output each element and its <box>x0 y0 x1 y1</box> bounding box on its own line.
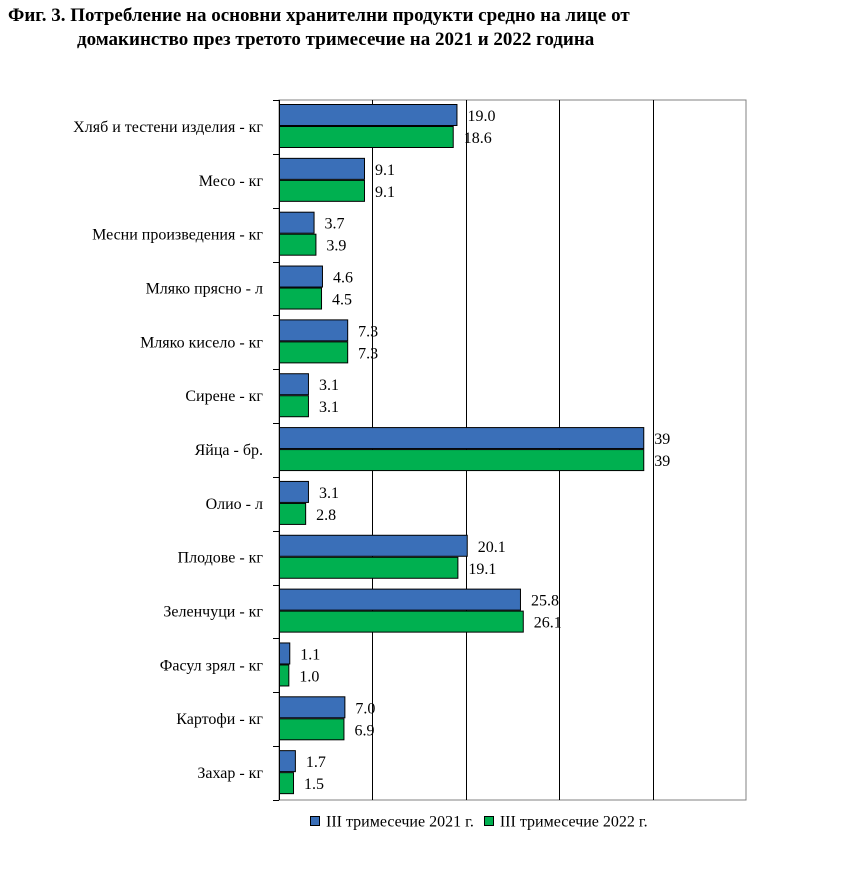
bar-2021-10 <box>279 642 291 665</box>
category-label: Хляб и тестени изделия - кг <box>73 119 263 136</box>
bar-2022-0 <box>279 126 454 148</box>
data-label-2022-4: 7.3 <box>358 345 378 362</box>
bar-2021-4 <box>279 319 349 342</box>
bar-2021-7 <box>279 480 309 503</box>
legend-item-2021: III тримесечие 2021 г. <box>310 812 474 832</box>
data-label-2021-12: 1.7 <box>306 754 326 771</box>
category-label: Сирене - кг <box>185 388 263 405</box>
data-label-2022-3: 4.5 <box>332 292 352 309</box>
chart-title-line-2: домакинство през третото тримесечие на 2… <box>77 29 595 50</box>
category-label: Захар - кг <box>197 765 263 782</box>
category-label: Олио - л <box>206 496 263 513</box>
category-label: Мляко кисело - кг <box>140 334 263 351</box>
bar-2022-9 <box>279 610 524 633</box>
category-label: Яйца - бр. <box>195 442 263 459</box>
data-label-2021-0: 19.0 <box>467 108 495 125</box>
legend-swatch-2022 <box>483 816 494 827</box>
bar-2021-9 <box>279 588 521 611</box>
bar-2022-5 <box>279 395 309 418</box>
axes <box>273 100 280 801</box>
data-label-2022-1: 9.1 <box>375 184 395 201</box>
legend-item-2022: III тримесечие 2022 г. <box>483 812 648 832</box>
bar-2022-7 <box>279 502 307 525</box>
bar-2022-1 <box>279 179 365 202</box>
data-label-2022-8: 19.1 <box>468 561 496 578</box>
data-label-2022-6: 39 <box>654 453 670 470</box>
legend-swatch-2021 <box>310 816 320 827</box>
bar-2022-6 <box>279 449 645 472</box>
bar-2021-0 <box>279 104 458 126</box>
data-label-2022-11: 6.9 <box>354 722 374 739</box>
legend-label-2021: III тримесечие 2021 г. <box>326 813 474 831</box>
category-label: Фасул зрял - кг <box>160 657 264 674</box>
bar-2021-11 <box>279 696 346 719</box>
category-labels: Хляб и тестени изделия - кг Месо - кг Месн… <box>73 119 263 782</box>
data-labels: 19.0 18.6 9.1 9.1 3.7 3.9 4.6 4.5 7.3 7.3 3.1 3.1 39… <box>299 108 670 793</box>
data-label-2021-10: 1.1 <box>300 646 320 663</box>
category-label: Зеленчуци - кг <box>163 604 263 621</box>
bar-2022-11 <box>279 718 345 741</box>
bar-2021-2 <box>279 211 315 234</box>
category-label: Картофи - кг <box>176 711 263 728</box>
bar-2021-5 <box>279 373 309 396</box>
data-label-2021-5: 3.1 <box>319 377 339 394</box>
legend: III тримесечие 2021 г. III тримесечие 20… <box>310 812 648 832</box>
data-label-2021-1: 9.1 <box>375 162 395 179</box>
legend-label-2022: III тримесечие 2022 г. <box>499 813 648 831</box>
bar-2022-10 <box>279 664 290 687</box>
data-label-2022-5: 3.1 <box>319 399 339 416</box>
bar-2022-12 <box>279 772 295 795</box>
data-label-2021-4: 7.3 <box>358 323 378 340</box>
bar-2021-8 <box>279 534 468 557</box>
bar-2022-2 <box>279 233 317 256</box>
bar-2022-8 <box>279 556 459 579</box>
data-label-2021-2: 3.7 <box>325 216 345 233</box>
category-label: Месни произведения - кг <box>92 227 263 244</box>
category-label: Месо - кг <box>199 173 264 190</box>
bar-2022-3 <box>279 287 323 310</box>
bar-2021-12 <box>279 750 296 773</box>
data-label-2021-11: 7.0 <box>355 700 375 717</box>
data-label-2021-8: 20.1 <box>478 539 506 556</box>
data-label-2022-12: 1.5 <box>304 776 324 793</box>
bar-2022-4 <box>279 341 349 364</box>
data-label-2021-6: 39 <box>654 431 670 448</box>
data-label-2021-7: 3.1 <box>319 485 339 502</box>
chart-title-line-1: Фиг. 3. Потребление на основни хранителн… <box>8 5 630 26</box>
bar-2021-6 <box>279 427 645 450</box>
bars <box>279 104 645 795</box>
category-label: Мляко прясно - л <box>146 280 263 297</box>
data-label-2022-0: 18.6 <box>464 130 492 147</box>
data-label-2022-9: 26.1 <box>534 615 562 632</box>
category-label: Плодове - кг <box>178 550 264 567</box>
data-label-2021-9: 25.8 <box>531 593 559 610</box>
data-label-2022-2: 3.9 <box>326 238 346 255</box>
bar-2021-3 <box>279 265 323 288</box>
data-label-2022-7: 2.8 <box>316 507 336 524</box>
data-label-2021-3: 4.6 <box>333 270 353 287</box>
bar-2021-1 <box>279 157 365 180</box>
data-label-2022-10: 1.0 <box>299 668 319 685</box>
